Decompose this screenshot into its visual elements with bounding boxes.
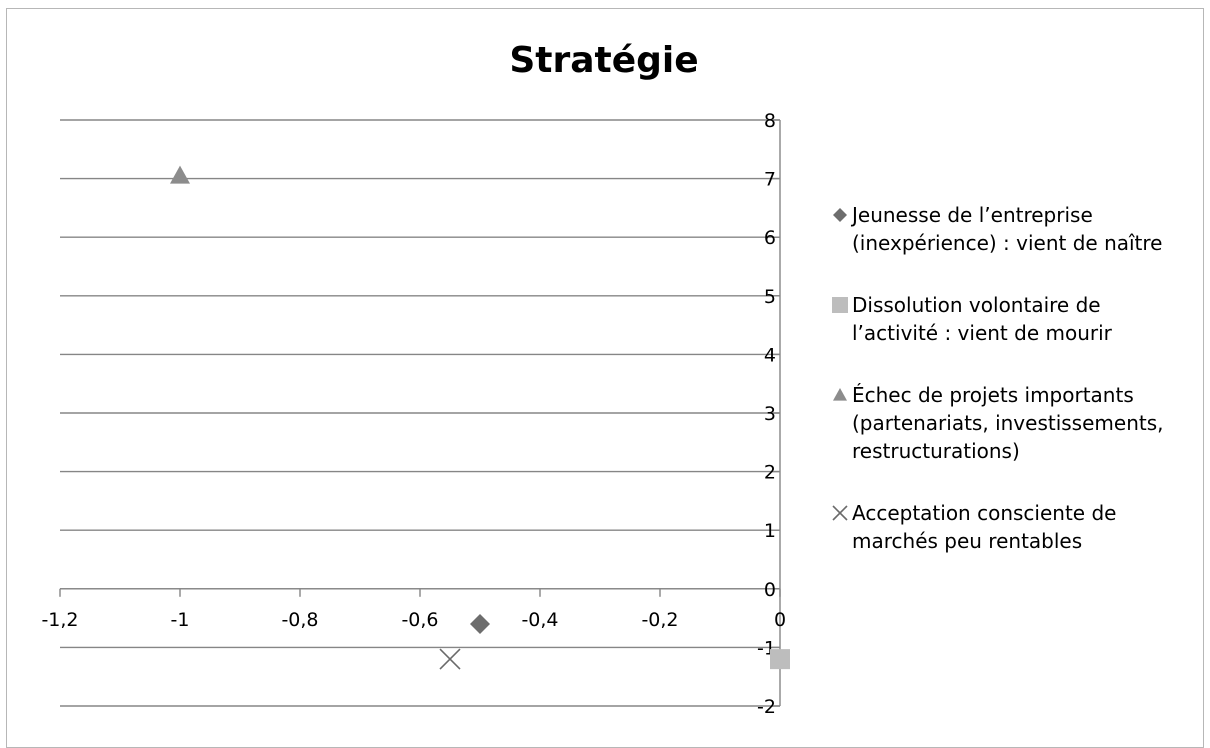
legend-label: Jeunesse de l’entreprise <box>850 203 1093 227</box>
legend-marker-x <box>832 505 848 521</box>
x-tick-label: -0,4 <box>521 609 558 631</box>
legend-entry: Échec de projets importants (partenariats… <box>833 383 1163 463</box>
data-point-x <box>439 648 461 670</box>
y-tick-label: -2 <box>757 696 776 718</box>
legend: Jeunesse de l’entreprise (inexpérience) :… <box>832 203 1163 553</box>
x-tick-label: -1 <box>171 609 190 631</box>
legend-label: (partenariats, investissements, <box>852 411 1163 435</box>
data-point-layer <box>170 165 790 670</box>
y-tick-label: 3 <box>764 403 776 425</box>
legend-marker-square <box>832 297 848 313</box>
chart-frame <box>6 8 1204 748</box>
legend-entry: Jeunesse de l’entreprise (inexpérience) :… <box>833 203 1163 255</box>
legend-entry: Acceptation consciente de marchés peu ren… <box>832 501 1116 553</box>
legend-label: l’activité : vient de mourir <box>852 321 1113 345</box>
legend-label: Acceptation consciente de <box>852 501 1116 525</box>
legend-label: (inexpérience) : vient de naître <box>852 231 1163 255</box>
legend-entry: Dissolution volontaire de l’activité : vi… <box>832 293 1113 345</box>
y-tick-label: 5 <box>764 286 776 308</box>
x-tick-label: -1,2 <box>41 609 78 631</box>
y-tick-label: 7 <box>764 169 776 191</box>
axis-layer <box>59 119 781 707</box>
y-tick-label: 1 <box>764 520 776 542</box>
y-tick-label: 0 <box>764 579 776 601</box>
legend-label: Échec de projets importants <box>852 383 1134 407</box>
data-point-diamond <box>470 613 490 634</box>
y-tick-label: 4 <box>764 344 776 366</box>
data-point-triangle <box>170 165 190 184</box>
x-tick-label: 0 <box>774 609 786 631</box>
legend-label: restructurations) <box>852 439 1020 463</box>
legend-label: marchés peu rentables <box>852 529 1082 553</box>
legend-marker-diamond <box>833 208 847 222</box>
x-tick-label: -0,2 <box>641 609 678 631</box>
legend-marker-triangle <box>833 388 847 401</box>
y-tick-label: 8 <box>764 110 776 132</box>
y-tick-label: 2 <box>764 462 776 484</box>
chart-title: Stratégie <box>509 40 698 81</box>
y-tick-label: 6 <box>764 227 776 249</box>
x-tick-label: -0,6 <box>401 609 438 631</box>
legend-label: Dissolution volontaire de <box>852 293 1101 317</box>
data-point-square <box>770 649 790 670</box>
x-tick-label: -0,8 <box>281 609 318 631</box>
